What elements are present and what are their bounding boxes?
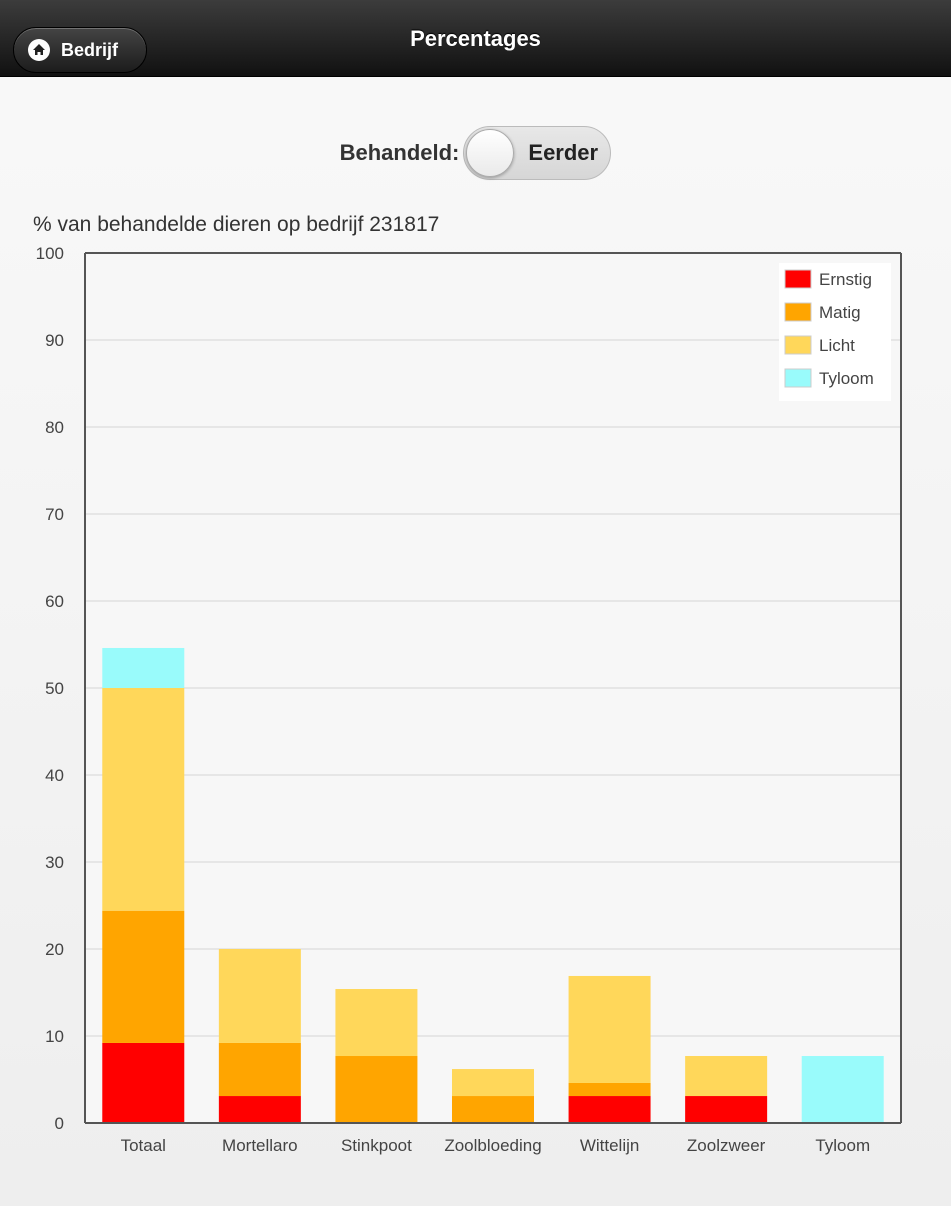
legend-label: Ernstig — [819, 270, 872, 289]
y-tick-label: 30 — [45, 853, 64, 872]
bar-segment — [801, 1056, 884, 1123]
bar-segment — [102, 688, 185, 911]
x-tick-label: Zoolbloeding — [444, 1136, 541, 1155]
bar-segment — [335, 989, 418, 1057]
legend-swatch — [784, 269, 812, 289]
bar-segment — [102, 1042, 185, 1123]
bar-segment — [218, 1096, 301, 1123]
chart-title: % van behandelde dieren op bedrijf 23181… — [33, 213, 440, 236]
bar-segment — [335, 1056, 418, 1123]
legend-swatch — [784, 368, 812, 388]
bar-segment — [568, 1096, 651, 1123]
x-tick-label: Mortellaro — [222, 1136, 298, 1155]
back-button[interactable]: Bedrijf — [13, 27, 147, 73]
y-tick-label: 100 — [36, 244, 64, 263]
y-tick-label: 70 — [45, 505, 64, 524]
bar-segment — [102, 910, 185, 1043]
bar-segment — [568, 1082, 651, 1097]
y-tick-label: 20 — [45, 940, 64, 959]
legend-label: Matig — [819, 303, 861, 322]
y-tick-label: 40 — [45, 766, 64, 785]
legend-label: Licht — [819, 336, 855, 355]
y-tick-label: 90 — [45, 331, 64, 350]
toggle-knob[interactable] — [466, 129, 515, 177]
bar-segment — [452, 1096, 534, 1123]
y-tick-label: 60 — [45, 592, 64, 611]
legend-swatch — [784, 302, 812, 322]
home-icon — [28, 39, 50, 61]
legend-label: Tyloom — [819, 369, 874, 388]
bar-segment — [685, 1096, 768, 1123]
behandeld-toggle-row: Behandeld: Eerder — [0, 124, 951, 182]
bar-segment — [685, 1056, 768, 1097]
x-tick-label: Zoolzweer — [687, 1136, 766, 1155]
y-tick-label: 10 — [45, 1027, 64, 1046]
x-tick-label: Wittelijn — [580, 1136, 640, 1155]
behandeld-toggle[interactable]: Eerder — [463, 126, 612, 180]
x-tick-label: Stinkpoot — [341, 1136, 412, 1155]
x-tick-label: Tyloom — [815, 1136, 870, 1155]
y-tick-label: 0 — [55, 1114, 64, 1133]
x-tick-label: Totaal — [121, 1136, 166, 1155]
bar-segment — [218, 949, 301, 1043]
bar-segment — [568, 975, 651, 1083]
page-title: Percentages — [410, 26, 541, 51]
y-tick-label: 80 — [45, 418, 64, 437]
header-bar: Bedrijf Percentages — [0, 0, 951, 77]
back-button-label: Bedrijf — [61, 39, 119, 60]
toggle-value: Eerder — [528, 140, 599, 165]
bar-segment — [218, 1042, 301, 1097]
y-tick-label: 50 — [45, 679, 64, 698]
legend-swatch — [784, 335, 812, 355]
bar-segment — [452, 1069, 534, 1097]
toggle-label: Behandeld: — [339, 140, 460, 165]
bar-segment — [102, 647, 185, 688]
